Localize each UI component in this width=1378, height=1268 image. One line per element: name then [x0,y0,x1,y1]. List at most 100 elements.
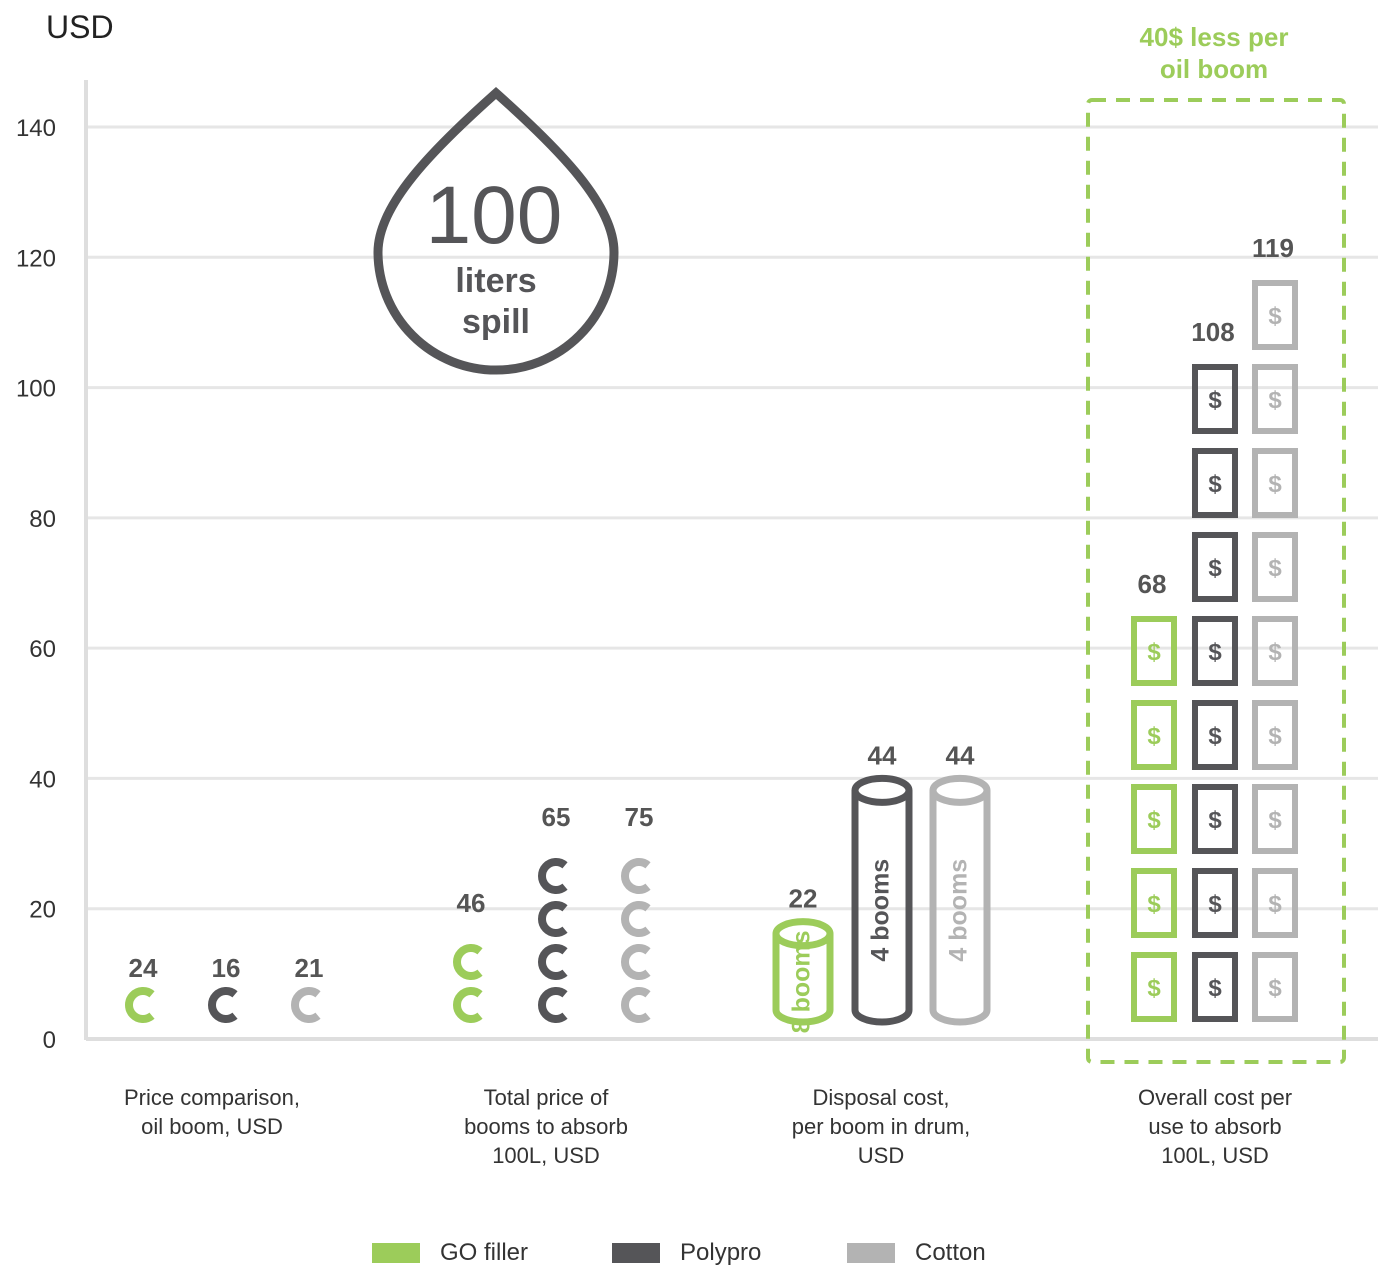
dollar-icon-go-filler-1: $ [1147,891,1161,918]
dollar-card-cotton-6 [1252,448,1298,518]
legend-polypro: Polypro [612,1238,761,1268]
spill-drop-number: 100 [426,170,563,261]
dollar-icon-cotton-6: $ [1268,471,1282,498]
highlight-box [1086,98,1346,1064]
drum-label-go-filler: 8 booms [788,930,816,1033]
dollar-card-polypro-4 [1192,616,1238,686]
category-label-0-1: oil boom, USD [141,1114,283,1139]
boom-icon-polypro-g2-2 [538,901,568,937]
dollar-card-cotton-0 [1252,952,1298,1022]
boom-icon-cotton-g2-1 [621,944,651,980]
dollar-icon-polypro-6: $ [1208,471,1222,498]
drum-label-polypro: 4 booms [867,859,895,962]
value-label-go-filler-g4: 68 [1138,569,1167,599]
dollar-icon-cotton-4: $ [1268,639,1282,666]
dollar-icon-go-filler-3: $ [1147,723,1161,750]
legend-label-cotton: Cotton [915,1239,986,1266]
dollar-card-cotton-5 [1252,532,1298,602]
boom-icon-cotton-g2-3 [621,858,651,894]
highlight-note-line-1: 40$ less per [1140,22,1289,52]
value-label-go-filler-g1: 24 [129,953,158,983]
dollar-card-cotton-1 [1252,868,1298,938]
dollar-icon-go-filler-0: $ [1147,975,1161,1002]
dollar-icon-polypro-0: $ [1208,975,1222,1002]
boom-icon-polypro-g2-3 [538,858,568,894]
boom-icon-go-filler-g2-0 [453,987,483,1023]
dollar-card-go-filler-0 [1131,952,1177,1022]
dollar-card-go-filler-4 [1131,616,1177,686]
legend-label-go-filler: GO filler [440,1239,529,1266]
category-label-1-0: Total price of [484,1085,610,1110]
dollar-card-cotton-7 [1252,364,1298,434]
value-label-go-filler-g3: 22 [789,884,818,914]
dollar-icon-go-filler-2: $ [1147,807,1161,834]
dollar-icon-cotton-3: $ [1268,723,1282,750]
category-label-1-1: booms to absorb [464,1114,628,1139]
y-tick-label-140: 140 [16,115,56,142]
dollar-icon-cotton-7: $ [1268,387,1282,414]
dollar-icon-cotton-1: $ [1268,891,1282,918]
value-label-go-filler-g2: 46 [457,888,486,918]
drum-top-go-filler [772,918,834,950]
dollar-icon-cotton-8: $ [1268,303,1282,330]
spill-drop-icon [373,86,619,375]
y-unit-label: USD [46,9,114,45]
y-tick-label-100: 100 [16,376,56,403]
dollar-icon-polypro-1: $ [1208,891,1222,918]
boom-icon-cotton-g2-0 [621,987,651,1023]
dollar-card-polypro-7 [1192,364,1238,434]
value-label-cotton-g3: 44 [946,740,975,770]
value-label-cotton-g1: 21 [295,953,324,983]
y-tick-label-80: 80 [29,506,56,533]
dollar-icon-polypro-4: $ [1208,639,1222,666]
category-label-3-2: 100L, USD [1161,1143,1269,1168]
dollar-icon-cotton-5: $ [1268,555,1282,582]
legend-go-filler: GO filler [372,1238,528,1268]
value-label-polypro-g1: 16 [212,953,241,983]
boom-icon-go-filler-g2-1 [453,944,483,980]
dollar-icon-polypro-2: $ [1208,807,1222,834]
dollar-card-cotton-4 [1252,616,1298,686]
boom-icon-polypro-g2-1 [538,944,568,980]
category-label-3-0: Overall cost per [1138,1085,1292,1110]
spill-drop-text-1: liters [455,262,536,300]
drum-body-cotton [929,790,991,1026]
dollar-card-polypro-6 [1192,448,1238,518]
category-label-2-2: USD [858,1143,904,1168]
dollar-icon-polypro-3: $ [1208,723,1222,750]
legend-cotton: Cotton [847,1238,986,1268]
boom-icon-cotton-g1 [291,987,321,1023]
legend-swatch-polypro [612,1243,660,1263]
dollar-card-cotton-8 [1252,280,1298,350]
drum-top-cotton [929,774,991,806]
legend-swatch-go-filler [372,1243,420,1263]
dollar-card-cotton-3 [1252,700,1298,770]
dollar-icon-cotton-0: $ [1268,975,1282,1002]
dollar-icon-polypro-7: $ [1208,387,1222,414]
y-tick-label-120: 120 [16,245,56,272]
value-label-cotton-g2: 75 [625,802,654,832]
drum-label-cotton: 4 booms [945,859,973,962]
dollar-icon-cotton-2: $ [1268,807,1282,834]
y-tick-label-40: 40 [29,766,56,793]
dollar-icon-go-filler-4: $ [1147,639,1161,666]
boom-icon-cotton-g2-2 [621,901,651,937]
spill-drop-text-2: spill [462,303,530,341]
legend-label-polypro: Polypro [680,1239,762,1266]
highlight-note-line-2: oil boom [1160,54,1268,84]
legend-swatch-cotton [847,1243,895,1263]
dollar-card-go-filler-1 [1131,868,1177,938]
dollar-card-polypro-2 [1192,784,1238,854]
value-label-polypro-g4: 108 [1191,317,1234,347]
category-label-1-2: 100L, USD [492,1143,600,1168]
dollar-card-cotton-2 [1252,784,1298,854]
dollar-card-polypro-0 [1192,952,1238,1022]
value-label-polypro-g3: 44 [868,740,897,770]
y-tick-label-0: 0 [43,1027,56,1054]
value-label-cotton-g4: 119 [1252,233,1294,263]
category-label-2-1: per boom in drum, [792,1114,971,1139]
value-label-polypro-g2: 65 [542,802,571,832]
y-tick-label-60: 60 [29,636,56,663]
drum-top-polypro [851,774,913,806]
